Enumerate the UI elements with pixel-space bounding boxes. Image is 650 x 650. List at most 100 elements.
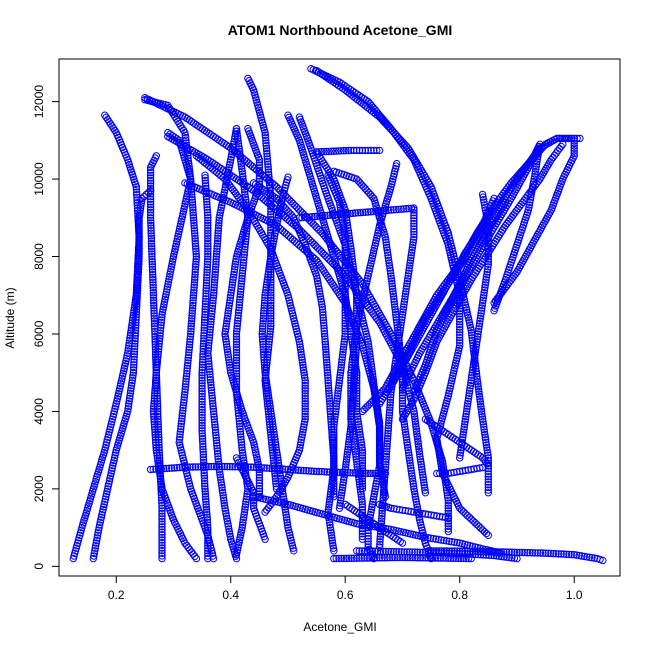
data-point [356, 430, 364, 439]
data-points [69, 65, 607, 565]
data-point [370, 146, 378, 155]
data-point [480, 528, 489, 536]
data-point [341, 319, 349, 328]
data-point [146, 192, 155, 201]
data-point [146, 187, 155, 196]
data-point [241, 240, 250, 248]
data-point [269, 425, 278, 434]
data-point [382, 241, 391, 249]
data-point [157, 483, 165, 491]
data-point [267, 210, 275, 219]
data-point [191, 239, 200, 248]
data-point [188, 193, 196, 201]
data-point [200, 337, 208, 345]
data-point [364, 303, 373, 312]
data-point [263, 384, 272, 392]
data-point [206, 370, 214, 379]
data-point [444, 501, 452, 510]
data-point [155, 441, 163, 449]
data-point [375, 543, 384, 551]
data-point [355, 425, 363, 434]
data-point [322, 353, 330, 361]
data-point [262, 376, 270, 385]
data-point [133, 303, 141, 311]
data-point [153, 389, 161, 397]
data-point [151, 343, 160, 351]
data-point [158, 523, 166, 531]
data-point [340, 226, 348, 234]
data-point [321, 211, 329, 220]
data-point [217, 478, 225, 487]
data-point [134, 271, 142, 279]
data-point [315, 225, 323, 234]
data-point [106, 474, 114, 483]
data-point [480, 201, 489, 209]
data-point [151, 325, 159, 333]
data-point [341, 311, 349, 320]
data-point [191, 276, 199, 284]
data-point [325, 513, 333, 521]
data-point [189, 214, 198, 222]
data-point [132, 183, 141, 191]
data-point [150, 304, 158, 312]
data-point [342, 146, 350, 155]
data-point [260, 301, 268, 310]
data-point [351, 448, 359, 456]
data-point [260, 358, 268, 367]
data-point [198, 427, 206, 435]
data-point [298, 213, 306, 222]
data-point [202, 182, 210, 190]
data-point [383, 248, 392, 257]
data-point [215, 214, 224, 222]
data-point [204, 341, 213, 350]
data-point [436, 457, 445, 465]
data-point [131, 301, 139, 309]
data-point [158, 313, 166, 321]
data-point [405, 267, 413, 275]
data-point [318, 303, 326, 311]
data-point [313, 277, 322, 285]
data-point [420, 478, 428, 487]
data-point [198, 411, 206, 419]
data-point [152, 358, 160, 367]
data-point [390, 295, 398, 303]
data-point [399, 303, 408, 311]
data-point [401, 425, 409, 434]
data-point [198, 408, 206, 416]
data-point [230, 265, 239, 274]
data-point [367, 146, 375, 155]
data-point [409, 480, 417, 488]
data-point [367, 508, 375, 516]
data-point [239, 172, 247, 181]
data-point [364, 402, 372, 410]
data-point [382, 238, 390, 247]
data-point [404, 446, 412, 454]
data-point [128, 376, 137, 385]
data-point [180, 396, 188, 404]
data-point [339, 218, 347, 226]
data-point [154, 407, 162, 416]
data-point [319, 319, 328, 327]
data-point [146, 171, 155, 180]
data-point [135, 232, 143, 240]
data-point [338, 353, 347, 361]
data-point [300, 213, 309, 222]
data-point [564, 134, 573, 143]
data-point [341, 298, 349, 306]
data-point [415, 450, 424, 458]
data-point [382, 236, 390, 244]
data-point [192, 250, 200, 258]
data-point [212, 263, 220, 271]
data-point [296, 207, 304, 215]
data-point [201, 303, 210, 311]
data-point [148, 250, 156, 258]
data-point [135, 260, 143, 269]
data-point [267, 314, 275, 323]
data-point [375, 416, 383, 425]
data-point [347, 369, 355, 377]
data-point [182, 380, 190, 388]
data-point [479, 420, 488, 428]
data-point [242, 495, 251, 503]
data-point [341, 238, 349, 247]
data-point [481, 430, 489, 439]
